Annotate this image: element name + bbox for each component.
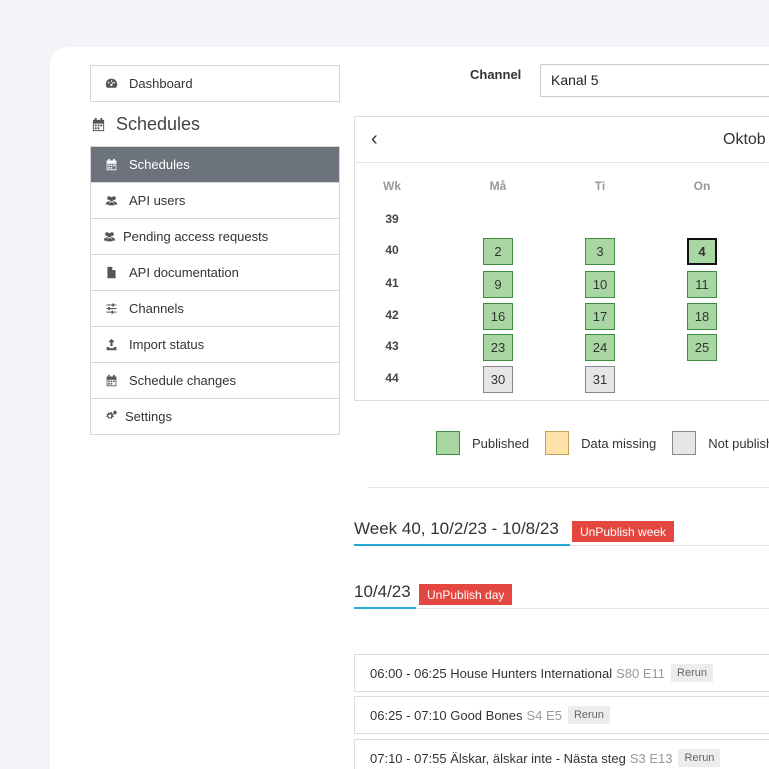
calendar-month-title: Oktob [723,131,766,148]
users-icon [101,229,117,245]
legend-item-data-missing: Data missing [545,431,656,455]
week-number: 43 [385,339,399,353]
sidebar-item-channels[interactable]: Channels [91,291,339,327]
rerun-badge: Rerun [678,749,721,767]
program-row[interactable]: 06:00 - 06:25 House Hunters Internationa… [354,654,769,692]
rerun-badge: Rerun [671,664,713,682]
users-icon [103,193,119,209]
week-number: 42 [385,308,399,322]
calendar-day[interactable]: 4 [687,238,717,265]
program-time-title: 06:25 - 07:10 Good Bones [370,707,523,723]
divider [416,608,769,609]
divider [570,545,769,546]
day-title-underline [354,607,416,609]
calendar-day[interactable]: 18 [687,303,717,330]
sidebar-item-label: Import status [129,337,205,352]
day-title: 10/4/23 [354,582,411,601]
calendar-day[interactable]: 2 [483,238,513,265]
sidebar-item-label: Pending access requests [123,229,269,244]
legend-label: Not publish [708,435,769,451]
legend-swatch [672,431,697,455]
main-card: Dashboard Schedules Schedules API users … [50,47,769,769]
sidebar-item-label: Channels [129,301,184,316]
section-title-text: Schedules [116,113,201,134]
program-row[interactable]: 07:10 - 07:55 Älskar, älskar inte - Näst… [354,739,769,769]
sidebar-item-label: Settings [125,409,172,424]
channel-select[interactable]: Kanal 5 [540,64,769,97]
legend: Published Data missing Not publish [436,431,769,455]
file-icon [103,265,119,281]
prev-month-button[interactable]: ‹ [371,128,378,150]
calendar-icon [103,157,119,173]
dashboard-icon [103,76,119,92]
sidebar-item-api-documentation[interactable]: API documentation [91,255,339,291]
calendar-day[interactable]: 16 [483,303,513,330]
legend-item-published: Published [436,431,529,455]
sidebar-item-api-users[interactable]: API users [91,183,339,219]
unpublish-day-button[interactable]: UnPublish day [419,584,513,605]
calendar-day[interactable]: 25 [687,334,717,361]
program-episode: S4 E5 [526,707,562,723]
calendar-day[interactable]: 30 [483,366,513,393]
calendar-day[interactable]: 10 [585,271,615,298]
upload-icon [103,337,119,353]
sidebar: Dashboard Schedules Schedules API users … [90,65,340,435]
sidebar-menu: Schedules API users Pending access reque… [90,146,340,435]
calendar-col-header: On [693,179,711,193]
calendar-icon [103,373,119,389]
calendar-col-header: Må [489,179,507,193]
calendar-header: ‹ Oktob [355,117,769,163]
sidebar-item-import-status[interactable]: Import status [91,327,339,363]
calendar-col-header: Wk [383,179,401,193]
sidebar-item-label: API documentation [129,265,239,280]
sidebar-item-label: API users [129,193,186,208]
sidebar-item-schedules[interactable]: Schedules [91,147,339,183]
rerun-badge: Rerun [567,706,610,724]
section-title: Schedules [90,102,340,146]
legend-item-not-published: Not publish [672,431,769,455]
calendar-day[interactable]: 3 [585,238,615,265]
channel-label: Channel [470,67,522,82]
program-episode: S3 E13 [629,750,673,766]
legend-label: Published [472,435,530,451]
calendar: ‹ Oktob Wk Må Ti On 39 40 2 3 4 41 9 10 11 42 16 17 18 43… [354,116,769,401]
week-title-underline [354,544,570,546]
week-number: 39 [385,212,399,226]
calendar-day[interactable]: 24 [585,334,615,361]
legend-label: Data missing [581,435,657,451]
sliders-icon [103,301,119,317]
program-row[interactable]: 06:25 - 07:10 Good Bones S4 E5 Rerun [354,696,769,734]
sidebar-item-dashboard[interactable]: Dashboard [90,65,340,102]
program-time-title: 07:10 - 07:55 Älskar, älskar inte - Näst… [370,750,626,766]
legend-swatch [436,431,460,455]
sidebar-item-label: Schedules [129,157,190,172]
sidebar-item-schedule-changes[interactable]: Schedule changes [91,363,339,399]
sidebar-item-label: Dashboard [129,76,193,91]
gears-icon [103,409,119,425]
calendar-icon [90,116,106,132]
week-title: Week 40, 10/2/23 - 10/8/23 [354,519,559,538]
calendar-day[interactable]: 31 [585,366,615,393]
program-time-title: 06:00 - 06:25 House Hunters Internationa… [370,665,613,681]
calendar-col-header: Ti [594,179,606,193]
legend-swatch [545,431,570,455]
calendar-day[interactable]: 9 [483,271,513,298]
calendar-day[interactable]: 23 [483,334,513,361]
sidebar-item-pending-access-requests[interactable]: Pending access requests [91,219,339,255]
sidebar-item-settings[interactable]: Settings [91,399,339,435]
week-number: 41 [385,276,399,290]
program-episode: S80 E11 [616,665,666,681]
week-number: 40 [385,243,399,257]
divider [368,487,769,488]
week-number: 44 [385,371,399,385]
calendar-day[interactable]: 11 [687,271,717,298]
unpublish-week-button[interactable]: UnPublish week [572,521,675,542]
sidebar-item-label: Schedule changes [129,373,236,388]
calendar-day[interactable]: 17 [585,303,615,330]
